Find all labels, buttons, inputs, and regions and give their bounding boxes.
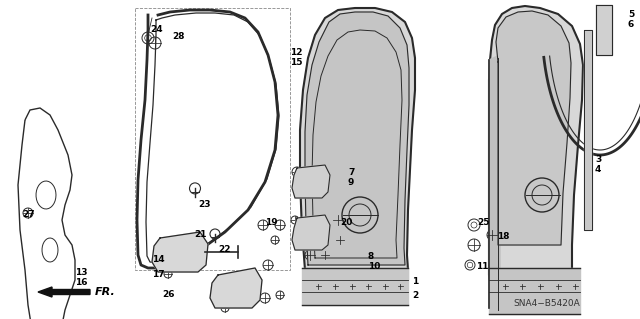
Bar [135,8,290,270]
Polygon shape [305,12,409,265]
Polygon shape [489,55,500,310]
Text: 18: 18 [497,232,509,241]
Text: 7: 7 [348,168,355,177]
Text: 22: 22 [218,245,230,254]
Polygon shape [302,268,408,305]
Text: 14: 14 [152,255,164,264]
Text: 12: 12 [290,48,303,57]
Text: 2: 2 [412,291,419,300]
Text: 4: 4 [595,165,602,174]
Text: 9: 9 [348,178,355,187]
Text: 5: 5 [628,10,634,19]
Text: FR.: FR. [95,287,116,297]
Text: 28: 28 [172,32,184,41]
Text: 17: 17 [152,270,164,279]
Polygon shape [300,8,415,304]
Text: 1: 1 [412,277,419,286]
Text: 24: 24 [150,25,163,34]
Text: 11: 11 [476,262,488,271]
Text: 16: 16 [75,278,88,287]
Text: 13: 13 [75,268,88,277]
Text: 8: 8 [368,252,374,261]
Polygon shape [489,268,580,314]
Polygon shape [292,215,330,250]
Text: 25: 25 [477,218,490,227]
Text: 27: 27 [22,210,35,219]
Text: 20: 20 [340,218,353,227]
Polygon shape [596,5,612,55]
Text: 21: 21 [194,230,207,239]
FancyArrow shape [38,287,90,297]
Text: 3: 3 [595,155,601,164]
Text: SNA4−B5420A: SNA4−B5420A [513,299,580,308]
Polygon shape [489,6,583,314]
Text: 19: 19 [265,218,278,227]
Text: 23: 23 [198,200,211,209]
Text: 10: 10 [368,262,380,271]
Polygon shape [496,11,571,245]
Text: 15: 15 [290,58,303,67]
Text: 6: 6 [628,20,634,29]
Polygon shape [584,30,592,230]
Text: 26: 26 [162,290,175,299]
Polygon shape [152,232,208,272]
Polygon shape [210,268,262,308]
Polygon shape [292,165,330,198]
